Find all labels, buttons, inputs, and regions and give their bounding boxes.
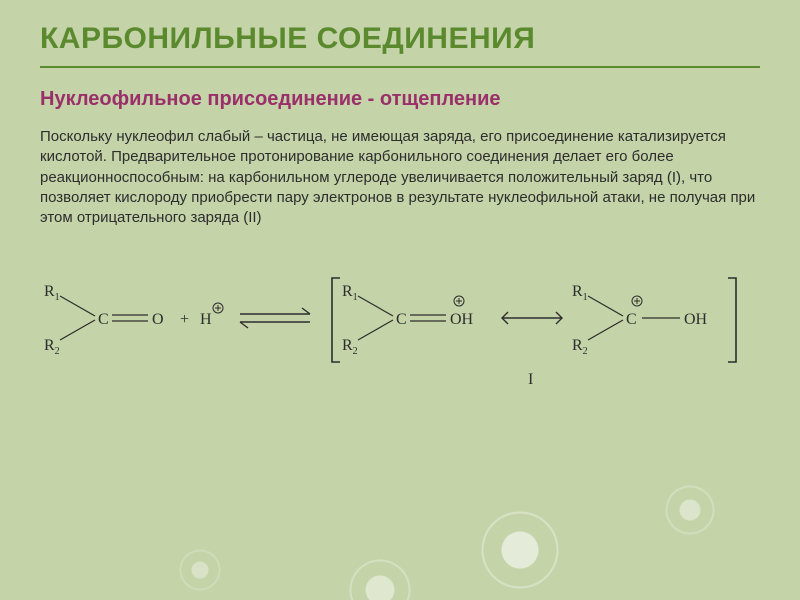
proton-charge [213,303,223,313]
bracket-right [728,278,736,362]
label-R1b: R1 [342,283,358,303]
label-I: I [528,371,533,388]
equilibrium-arrow [240,308,310,328]
label-OHc: OH [684,311,708,328]
label-plus: + [180,311,189,328]
slide: КАРБОНИЛЬНЫЕ СОЕДИНЕНИЯ Нуклеофильное пр… [0,0,800,600]
label-Cc: C [626,311,637,328]
reaction-svg: R1 R2 C O + H R1 R2 C OH R1 R2 [40,258,760,408]
bracket-left [332,278,340,362]
diagram-labels: R1 R2 C O + H R1 R2 C OH R1 R2 [44,283,708,388]
slide-body-text: Поскольку нуклеофил слабый – частица, не… [40,127,760,228]
slide-title: КАРБОНИЛЬНЫЕ СОЕДИНЕНИЯ [40,22,760,68]
label-R1c: R1 [572,283,588,303]
label-OHb: OH [450,311,474,328]
resonance-form-1 [358,296,464,340]
reaction-diagram: R1 R2 C O + H R1 R2 C OH R1 R2 [40,258,760,408]
label-R1a: R1 [44,283,60,303]
label-H: H [200,311,212,328]
label-R2c: R2 [572,337,588,357]
label-Oa: O [152,311,164,328]
label-Cb: C [396,311,407,328]
resonance-arrow [502,312,562,324]
label-Ca: C [98,311,109,328]
label-R2a: R2 [44,337,60,357]
slide-subtitle: Нуклеофильное присоединение - отщепление [40,88,760,111]
label-R2b: R2 [342,337,358,357]
